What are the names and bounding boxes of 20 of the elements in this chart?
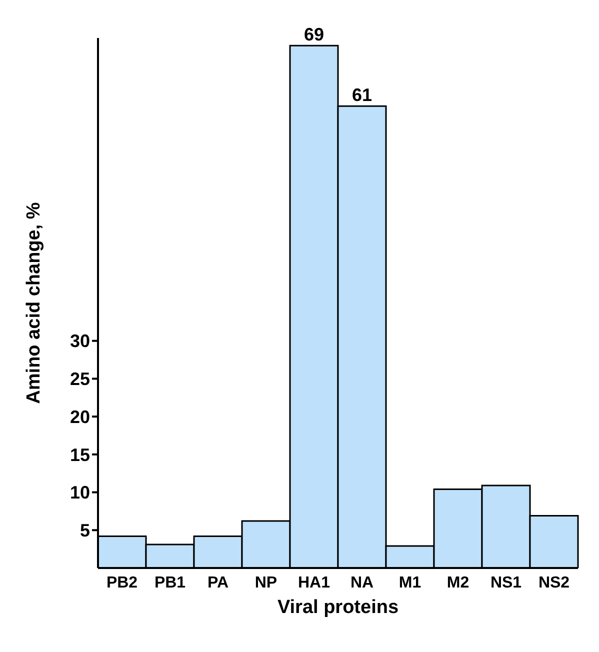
y-tick-label: 5 xyxy=(80,520,90,541)
x-tick-label: NP xyxy=(254,574,278,592)
x-tick-label: NS1 xyxy=(490,574,522,592)
data-label: 61 xyxy=(352,85,372,106)
x-tick-label: NS2 xyxy=(538,574,570,592)
y-tick-label: 20 xyxy=(70,406,90,427)
x-tick-label: PB2 xyxy=(106,574,138,592)
y-axis-title: Amino acid change, % xyxy=(24,202,45,404)
y-tick-label: 10 xyxy=(70,482,90,503)
x-tick-label: PA xyxy=(207,574,229,592)
y-tick-label: 30 xyxy=(70,331,90,352)
data-label: 69 xyxy=(304,24,324,45)
x-tick-label: HA1 xyxy=(298,574,330,592)
x-tick-label: M1 xyxy=(398,574,422,592)
y-tick-label: 15 xyxy=(70,444,90,465)
x-axis-title: Viral proteins xyxy=(277,597,399,618)
y-tick-label: 25 xyxy=(70,369,90,390)
x-tick-label: NA xyxy=(350,574,374,592)
x-tick-label: M2 xyxy=(446,574,470,592)
x-tick-label: PB1 xyxy=(154,574,186,592)
